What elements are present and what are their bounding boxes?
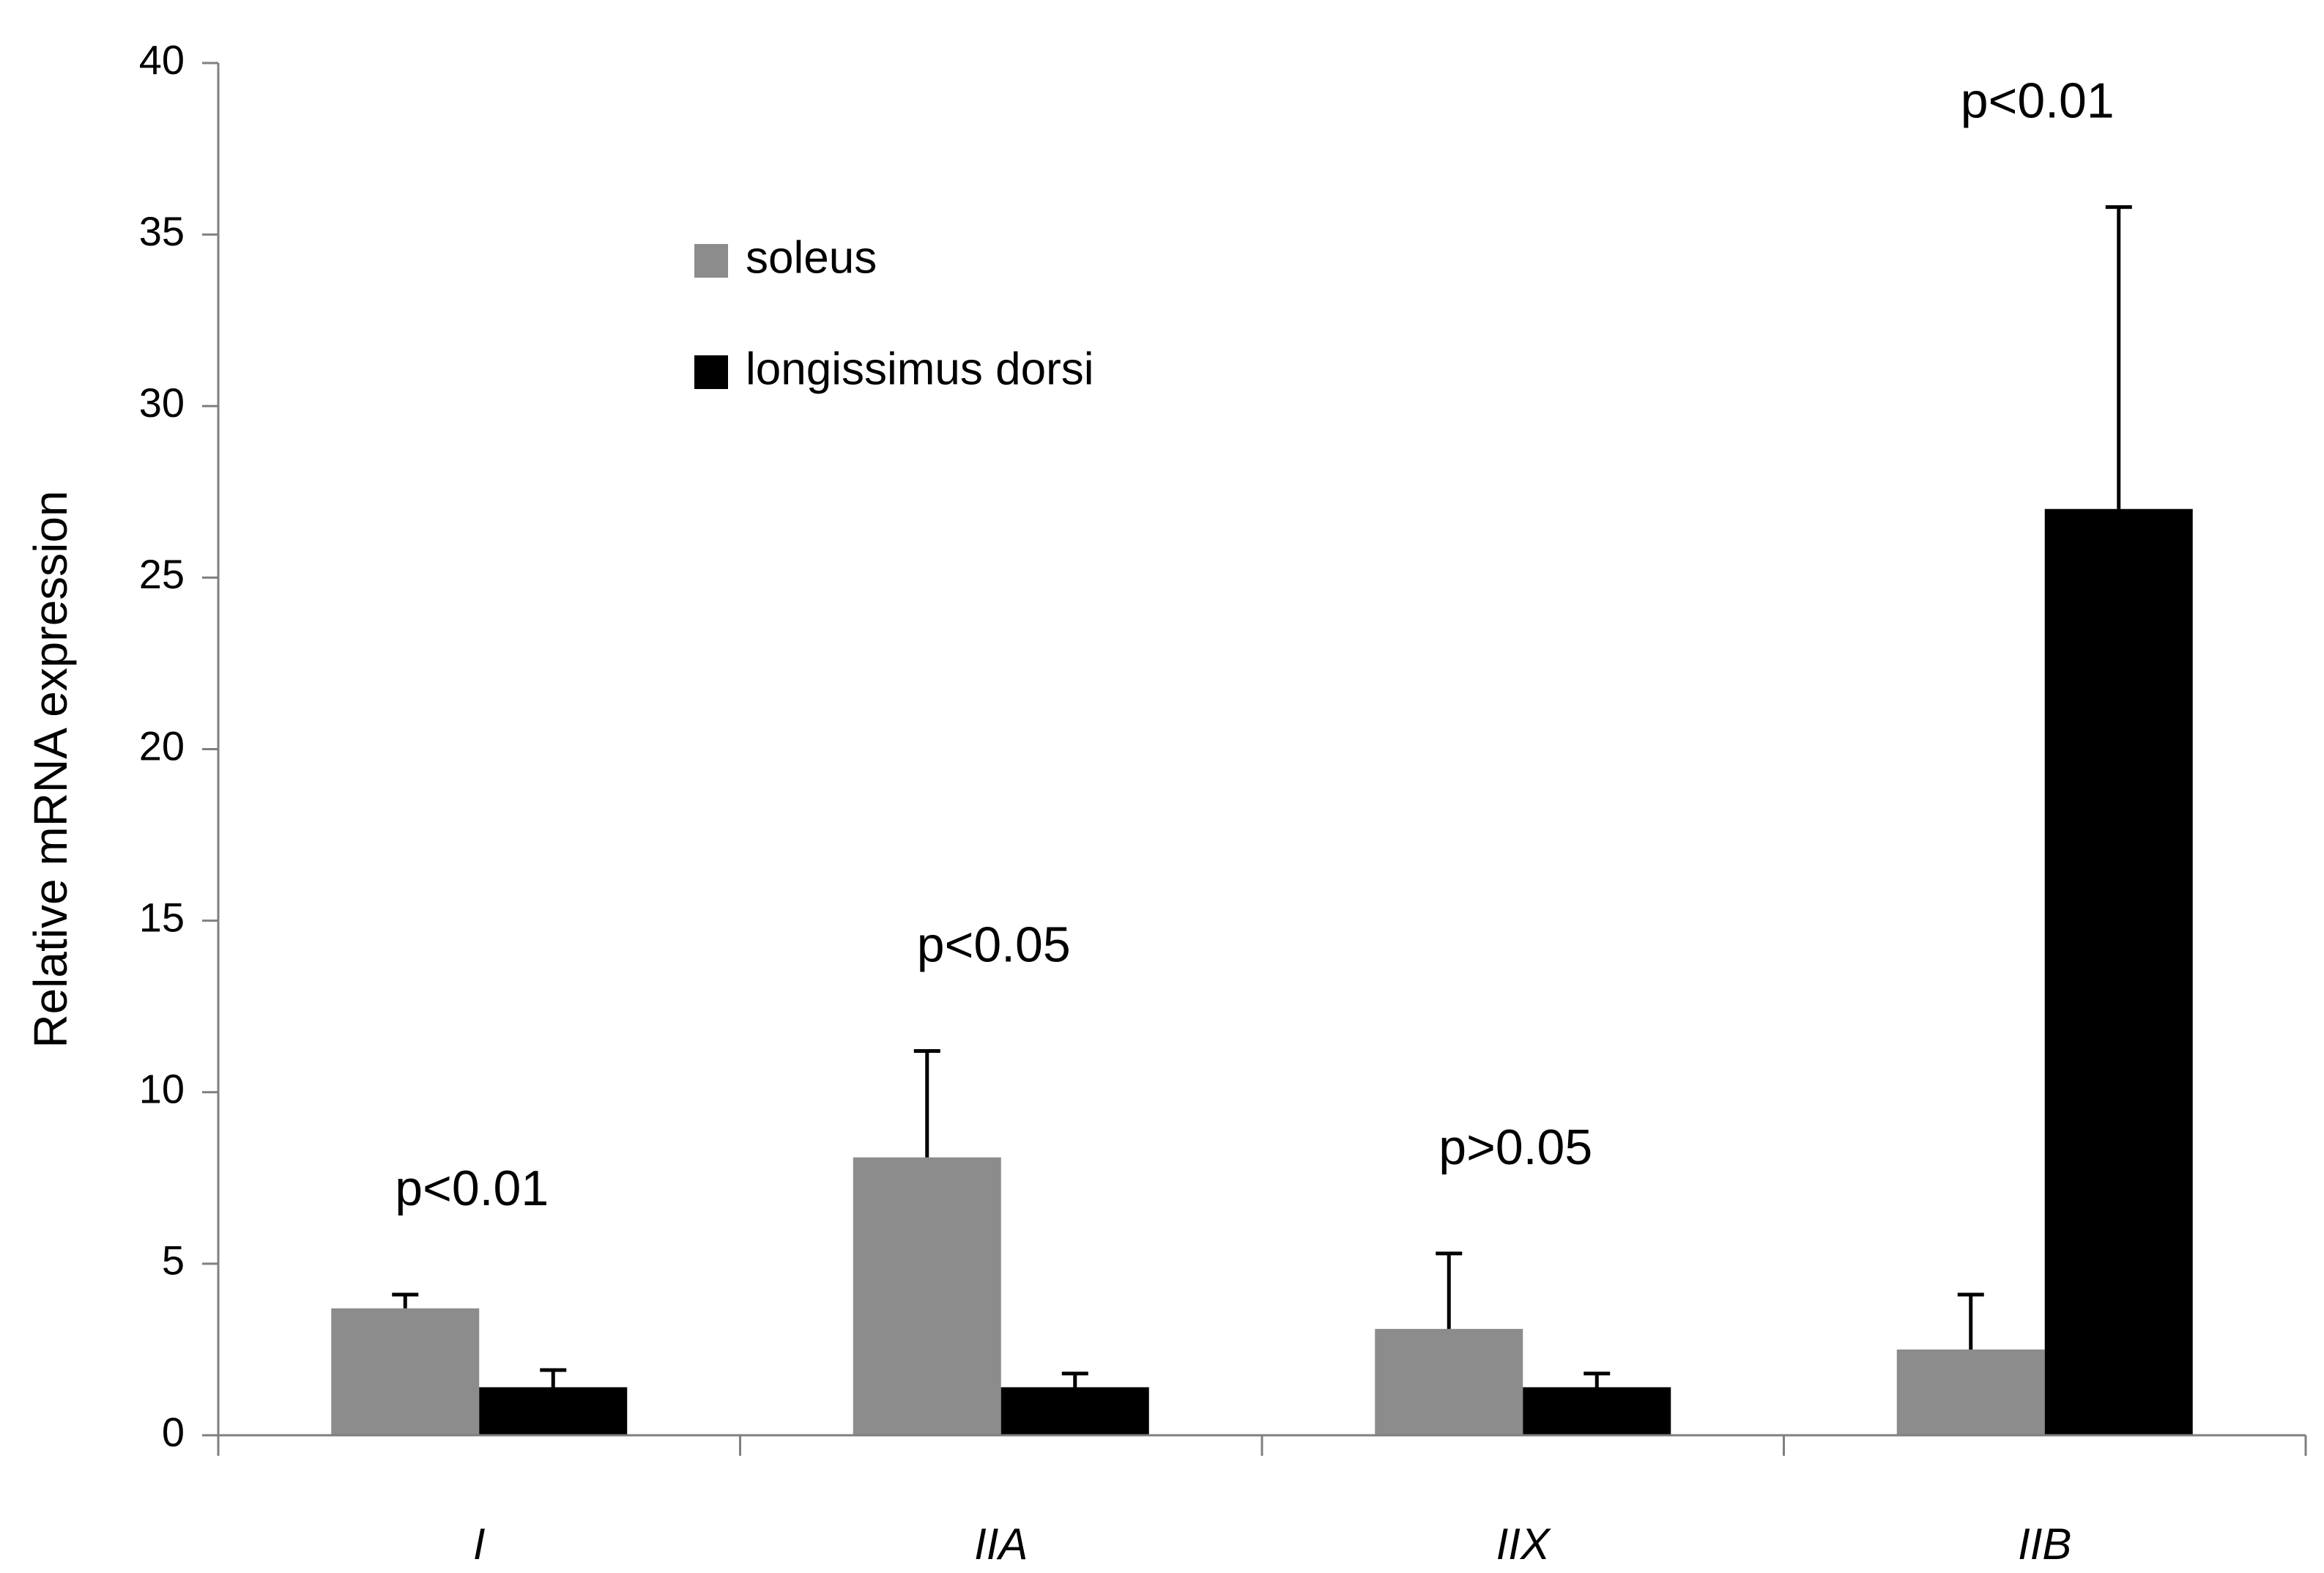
bar-IIA-longissimus-dorsi (1000, 1387, 1149, 1435)
bar-IIX-longissimus-dorsi (1523, 1387, 1671, 1435)
bar-IIB-longissimus-dorsi (2044, 508, 2193, 1435)
bar-IIX-soleus (1375, 1328, 1523, 1435)
y-tick-label: 35 (139, 208, 185, 254)
y-tick-label: 40 (139, 37, 185, 83)
x-category-label: IIA (974, 1520, 1028, 1569)
y-axis-ticks: 0 5 10 15 20 25 30 35 40 (139, 37, 218, 1455)
legend-label-longissimus-dorsi: longissimus dorsi (746, 344, 1094, 394)
y-tick-label: 10 (139, 1066, 185, 1112)
p-value-annotation: p<0.01 (1961, 73, 2115, 129)
p-value-annotation: p>0.05 (1438, 1119, 1592, 1175)
legend-swatch-longissimus-dorsi (694, 355, 728, 389)
bar-IIA-soleus (853, 1157, 1001, 1435)
significance-annotations: p<0.01 p<0.05 p>0.05 p<0.01 (395, 73, 2114, 1216)
y-tick-label: 15 (139, 894, 185, 940)
x-category-label: IIB (2018, 1520, 2071, 1569)
legend-label-soleus: soleus (746, 232, 877, 283)
bar-IIB-soleus (1896, 1349, 2045, 1435)
legend: soleus longissimus dorsi (694, 232, 1094, 394)
p-value-annotation: p<0.01 (395, 1161, 549, 1216)
x-category-label: IIX (1496, 1520, 1551, 1569)
y-tick-label: 25 (139, 551, 185, 597)
y-axis-title: Relative mRNA expression (24, 490, 77, 1048)
x-category-label: I (473, 1520, 486, 1569)
legend-swatch-soleus (694, 244, 728, 278)
y-tick-label: 0 (162, 1409, 185, 1455)
p-value-annotation: p<0.05 (917, 917, 1071, 973)
x-axis-categories: I IIA IIX IIB (473, 1520, 2072, 1569)
bar-I-longissimus-dorsi (479, 1387, 628, 1435)
axes (217, 63, 2307, 1456)
y-tick-label: 20 (139, 722, 185, 769)
bar-I-soleus (331, 1308, 480, 1435)
y-tick-label: 30 (139, 380, 185, 426)
bars (331, 508, 2193, 1435)
y-tick-label: 5 (162, 1237, 185, 1284)
error-bars (392, 205, 2132, 1388)
